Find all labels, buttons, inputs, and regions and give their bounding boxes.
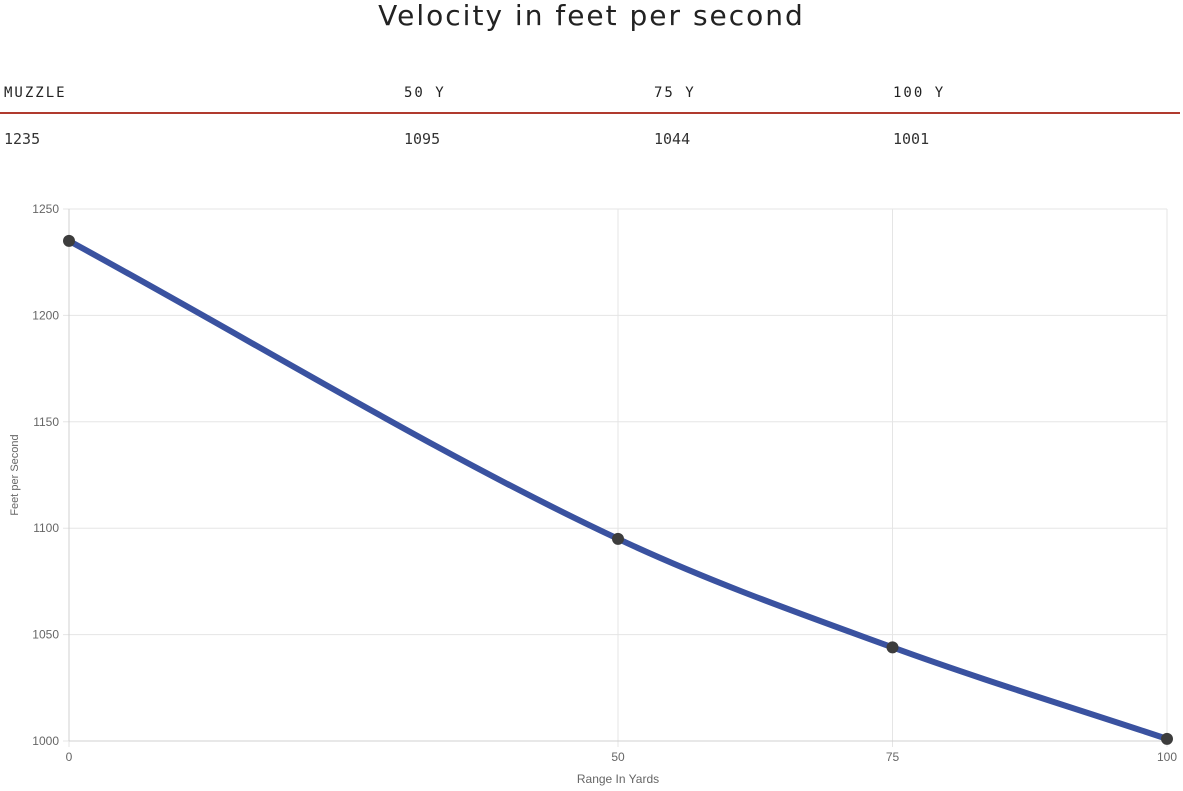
header-muzzle: MUZZLE xyxy=(4,85,67,101)
page-title: Velocity in feet per second xyxy=(378,0,805,32)
velocity-table: MUZZLE 50 Y 75 Y 100 Y 1235 1095 1044 10… xyxy=(0,76,1180,164)
x-tick-label: 0 xyxy=(66,750,73,764)
velocity-table-header-row: MUZZLE 50 Y 75 Y 100 Y xyxy=(0,76,1180,114)
value-muzzle: 1235 xyxy=(4,130,41,148)
header-50y: 50 Y xyxy=(404,85,446,101)
x-tick-label: 75 xyxy=(886,750,900,764)
velocity-chart: 1000 1050 1100 1150 1200 1250 0 50 75 100 Range I… xyxy=(0,195,1183,787)
series-line-path xyxy=(66,237,1170,742)
x-tick-label: 50 xyxy=(611,750,625,764)
velocity-line-chart: 1000 1050 1100 1150 1200 1250 0 50 75 100 Range I… xyxy=(9,202,1177,786)
data-point xyxy=(63,234,75,247)
y-tick-label: 1100 xyxy=(33,521,59,535)
grid-lines xyxy=(63,208,1168,747)
y-tick-label: 1050 xyxy=(32,628,59,642)
value-100y: 1001 xyxy=(893,130,930,148)
axes: 1000 1050 1100 1150 1200 1250 0 50 75 100 xyxy=(32,202,1177,764)
data-point xyxy=(1161,732,1173,745)
data-point xyxy=(886,641,899,654)
header-75y: 75 Y xyxy=(654,85,696,101)
x-tick-label: 100 xyxy=(1157,750,1177,764)
y-tick-label: 1150 xyxy=(33,415,59,429)
x-axis-label: Range In Yards xyxy=(577,772,659,786)
series-points xyxy=(63,234,1173,745)
header-100y: 100 Y xyxy=(893,85,946,101)
y-axis-label: Feet per Second xyxy=(9,434,21,515)
y-tick-label: 1200 xyxy=(32,308,59,322)
value-75y: 1044 xyxy=(654,130,691,148)
velocity-table-value-row: 1235 1095 1044 1001 xyxy=(0,114,1180,164)
series-line xyxy=(66,237,1170,742)
value-50y: 1095 xyxy=(404,130,441,148)
y-tick-label: 1250 xyxy=(32,202,59,216)
y-tick-label: 1000 xyxy=(32,734,59,748)
data-point xyxy=(612,532,624,545)
